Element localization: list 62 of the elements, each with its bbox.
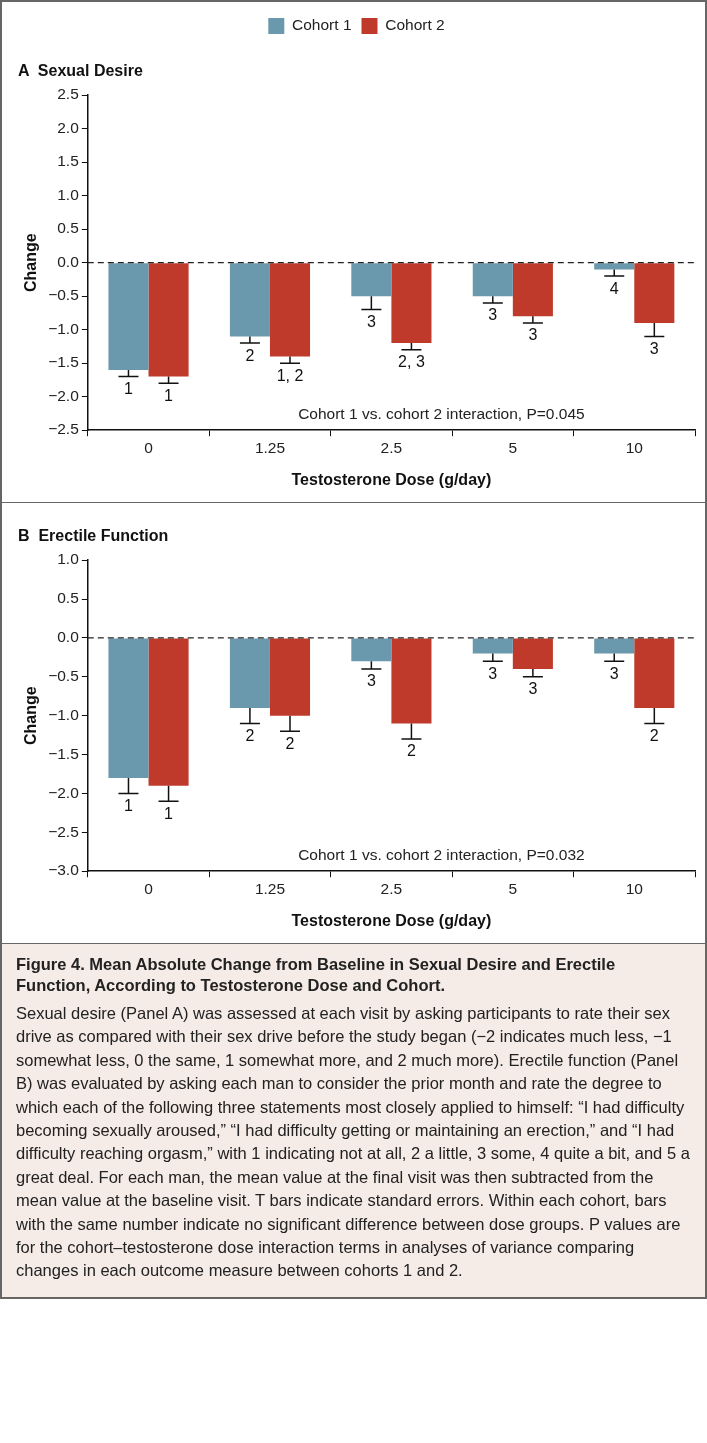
y-tick-label: −3.0 <box>48 861 80 879</box>
x-tick-label: 0 <box>144 879 154 897</box>
annotation: 3 <box>366 672 376 690</box>
annotation: 3 <box>528 680 538 698</box>
annotation: 3 <box>488 306 498 324</box>
y-tick-label: 0.5 <box>57 219 79 237</box>
chart-title: B Erectile Function <box>18 527 169 545</box>
annotation: 3 <box>366 313 376 331</box>
y-tick-label: 2.5 <box>57 85 79 103</box>
annotation: 1 <box>164 804 174 822</box>
annotation: 2 <box>245 726 255 744</box>
y-tick-label: −2.0 <box>48 386 80 404</box>
y-tick-label: −1.0 <box>48 319 80 337</box>
annotation: Cohort 1 vs. cohort 2 interaction, P=0.045 <box>298 404 585 422</box>
y-tick-label: −1.5 <box>48 744 79 762</box>
y-tick-label: −1.5 <box>48 353 79 371</box>
annotation: 4 <box>609 279 619 297</box>
y-tick-label: −0.5 <box>48 286 79 304</box>
x-tick-label: 1.25 <box>254 438 286 456</box>
y-tick-label: 1.0 <box>57 550 80 568</box>
y-axis-title: Change <box>22 233 40 293</box>
annotation: 3 <box>528 326 538 344</box>
x-tick-label: 10 <box>625 879 644 897</box>
annotation: 2 <box>285 734 295 752</box>
annotation: 3 <box>649 339 659 357</box>
annotation: 1, 2 <box>276 366 304 384</box>
text: Sexual desire (Panel A) was assessed at each visit by asking participants to rate their sex drive as compared with their sex drive before the study began (−2 indicates much less, −1 somewhat less, 0 the same, 1 somewhat more, and 2 much more). Erectile function (Panel B) was evaluated by asking each man to consider the prior month and rate the degree to which each of the following three statements most closely applied to himself: “I had difficulty becoming sexually aroused,” “I had difficulty getting or maintaining an erection,” and “I had difficulty reaching orgasm,” with 1 indicating not at all, 2 a little, 3 some, 4 quite a bit, and 5 a great deal. For each man, the mean value at the final visit was then subtracted from the mean value at the baseline visit. T bars indicate standard errors. Within each cohort, bars with the same number indicate no significant difference between dose groups. P values are for the cohort–testosterone dose interaction terms in analyses of variance comparing changes in each outcome measure between cohorts 1 and 2. <box>16 1004 690 1280</box>
annotation: 3 <box>488 664 498 682</box>
annotation: 2 <box>245 346 255 364</box>
x-tick-label: 0 <box>144 438 154 456</box>
x-tick-label: 2.5 <box>380 438 403 456</box>
annotation: 1 <box>124 796 134 814</box>
y-tick-label: 0.0 <box>57 628 80 646</box>
annotation: 2 <box>649 726 659 744</box>
y-tick-label: 2.0 <box>57 118 80 136</box>
y-tick-label: −2.5 <box>48 822 79 840</box>
annotation: 2, 3 <box>398 353 425 371</box>
x-tick-label: 1.25 <box>254 879 286 897</box>
annotation: Cohort 1 vs. cohort 2 interaction, P=0.032 <box>298 845 585 863</box>
legend-label: Cohort 1 <box>292 16 352 34</box>
annotation: 3 <box>609 664 619 682</box>
annotation: 1 <box>164 386 174 404</box>
y-tick-label: −2.0 <box>48 783 80 801</box>
x-tick-label: 10 <box>625 438 644 456</box>
annotation: 1 <box>124 380 134 398</box>
legend-label: Cohort 2 <box>385 16 445 34</box>
annotation: 2 <box>406 742 416 760</box>
y-tick-label: 1.0 <box>57 185 80 203</box>
y-tick-label: −0.5 <box>48 667 79 685</box>
y-axis-title: Change <box>22 686 40 746</box>
x-tick-label: 2.5 <box>380 879 403 897</box>
x-tick-label: 5 <box>508 438 518 456</box>
caption: Figure 4. Mean Absolute Change from Baseline in Sexual Desire and Erectile Function, According to Testosterone Dose and Cohort. <box>16 954 617 996</box>
y-tick-label: −1.0 <box>48 705 80 723</box>
y-tick-label: −2.5 <box>48 420 79 438</box>
y-tick-label: 0.0 <box>57 252 80 270</box>
x-tick-label: 5 <box>508 879 518 897</box>
chart-title: A Sexual Desire <box>18 62 143 80</box>
x-axis-title: Testosterone Dose (g/day) <box>291 911 492 929</box>
y-tick-label: 0.5 <box>57 589 79 607</box>
x-axis-title: Testosterone Dose (g/day) <box>291 470 492 488</box>
y-tick-label: 1.5 <box>57 152 79 170</box>
